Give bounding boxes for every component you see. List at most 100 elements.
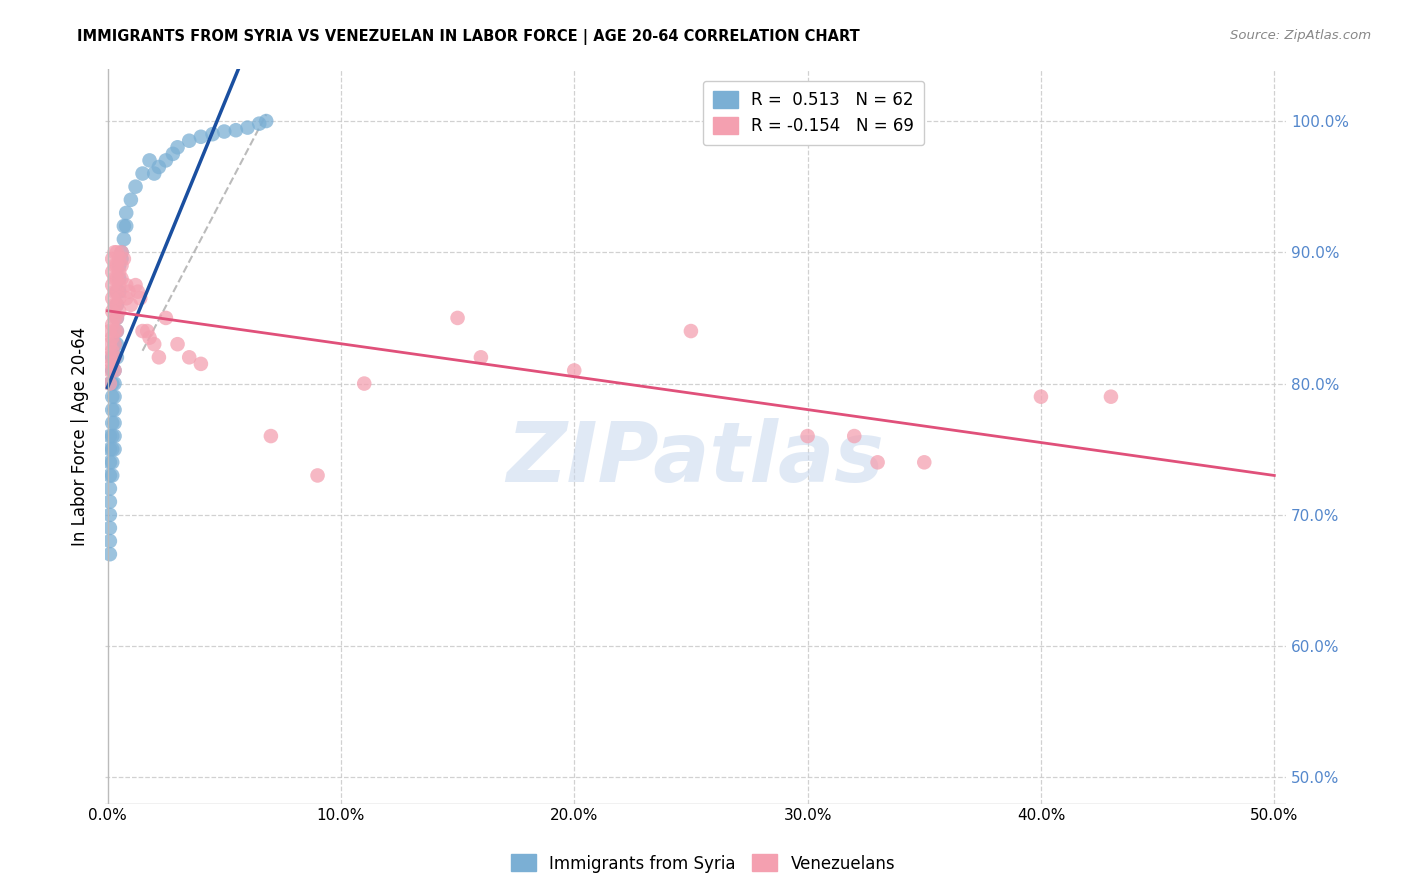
Point bbox=[105, 324, 128, 338]
Point bbox=[307, 468, 329, 483]
Point bbox=[105, 351, 128, 365]
Point bbox=[131, 167, 153, 181]
Point bbox=[101, 357, 124, 371]
Point bbox=[110, 271, 132, 285]
Point bbox=[98, 455, 121, 469]
Point bbox=[120, 193, 142, 207]
Point bbox=[912, 455, 935, 469]
Point bbox=[148, 160, 170, 174]
Point bbox=[103, 259, 125, 273]
Point bbox=[179, 351, 201, 365]
Point bbox=[103, 390, 125, 404]
Point bbox=[98, 468, 121, 483]
Point bbox=[353, 376, 375, 391]
Point bbox=[446, 310, 468, 325]
Point bbox=[98, 482, 121, 496]
Point bbox=[260, 429, 283, 443]
Point bbox=[101, 265, 124, 279]
Point bbox=[103, 298, 125, 312]
Point bbox=[98, 337, 121, 351]
Point bbox=[101, 318, 124, 332]
Legend: R =  0.513   N = 62, R = -0.154   N = 69: R = 0.513 N = 62, R = -0.154 N = 69 bbox=[703, 80, 924, 145]
Point bbox=[98, 324, 121, 338]
Point bbox=[103, 363, 125, 377]
Point bbox=[1099, 390, 1122, 404]
Point bbox=[110, 252, 132, 266]
Point bbox=[136, 324, 159, 338]
Point bbox=[110, 245, 132, 260]
Point bbox=[129, 291, 152, 305]
Point bbox=[112, 219, 135, 233]
Point bbox=[138, 330, 160, 344]
Point bbox=[105, 245, 128, 260]
Point bbox=[143, 167, 166, 181]
Point bbox=[103, 337, 125, 351]
Point bbox=[225, 123, 247, 137]
Point bbox=[101, 455, 124, 469]
Point bbox=[679, 324, 702, 338]
Point bbox=[124, 278, 146, 293]
Y-axis label: In Labor Force | Age 20-64: In Labor Force | Age 20-64 bbox=[72, 326, 89, 546]
Point bbox=[562, 363, 585, 377]
Point bbox=[105, 310, 128, 325]
Point bbox=[166, 337, 188, 351]
Legend: Immigrants from Syria, Venezuelans: Immigrants from Syria, Venezuelans bbox=[505, 847, 901, 880]
Point bbox=[108, 271, 131, 285]
Point bbox=[101, 429, 124, 443]
Point bbox=[112, 232, 135, 246]
Point bbox=[162, 146, 184, 161]
Point bbox=[101, 291, 124, 305]
Point bbox=[470, 351, 492, 365]
Point bbox=[105, 285, 128, 299]
Point bbox=[127, 285, 149, 299]
Text: ZIPatlas: ZIPatlas bbox=[506, 417, 884, 499]
Point bbox=[103, 324, 125, 338]
Point bbox=[98, 363, 121, 377]
Point bbox=[103, 376, 125, 391]
Point bbox=[179, 134, 201, 148]
Point bbox=[101, 442, 124, 457]
Point bbox=[103, 310, 125, 325]
Point bbox=[103, 285, 125, 299]
Point bbox=[101, 402, 124, 417]
Point bbox=[103, 442, 125, 457]
Point bbox=[108, 259, 131, 273]
Point bbox=[103, 363, 125, 377]
Point bbox=[115, 278, 138, 293]
Point bbox=[105, 298, 128, 312]
Point bbox=[98, 508, 121, 522]
Point bbox=[124, 179, 146, 194]
Point bbox=[101, 376, 124, 391]
Point bbox=[101, 351, 124, 365]
Point bbox=[101, 252, 124, 266]
Point bbox=[103, 416, 125, 430]
Point bbox=[105, 337, 128, 351]
Point bbox=[254, 114, 277, 128]
Point bbox=[110, 245, 132, 260]
Point bbox=[131, 324, 153, 338]
Point bbox=[108, 291, 131, 305]
Point bbox=[112, 252, 135, 266]
Point bbox=[101, 416, 124, 430]
Point bbox=[108, 304, 131, 318]
Point bbox=[105, 310, 128, 325]
Text: Source: ZipAtlas.com: Source: ZipAtlas.com bbox=[1230, 29, 1371, 42]
Point bbox=[105, 324, 128, 338]
Point bbox=[108, 252, 131, 266]
Point bbox=[108, 278, 131, 293]
Point bbox=[110, 259, 132, 273]
Point bbox=[98, 351, 121, 365]
Point bbox=[101, 278, 124, 293]
Point bbox=[190, 129, 212, 144]
Point bbox=[98, 547, 121, 561]
Point bbox=[103, 402, 125, 417]
Point bbox=[138, 153, 160, 168]
Point bbox=[117, 285, 139, 299]
Point bbox=[105, 259, 128, 273]
Point bbox=[844, 429, 866, 443]
Point bbox=[103, 337, 125, 351]
Point bbox=[98, 429, 121, 443]
Point bbox=[115, 219, 138, 233]
Point bbox=[115, 206, 138, 220]
Point bbox=[155, 310, 177, 325]
